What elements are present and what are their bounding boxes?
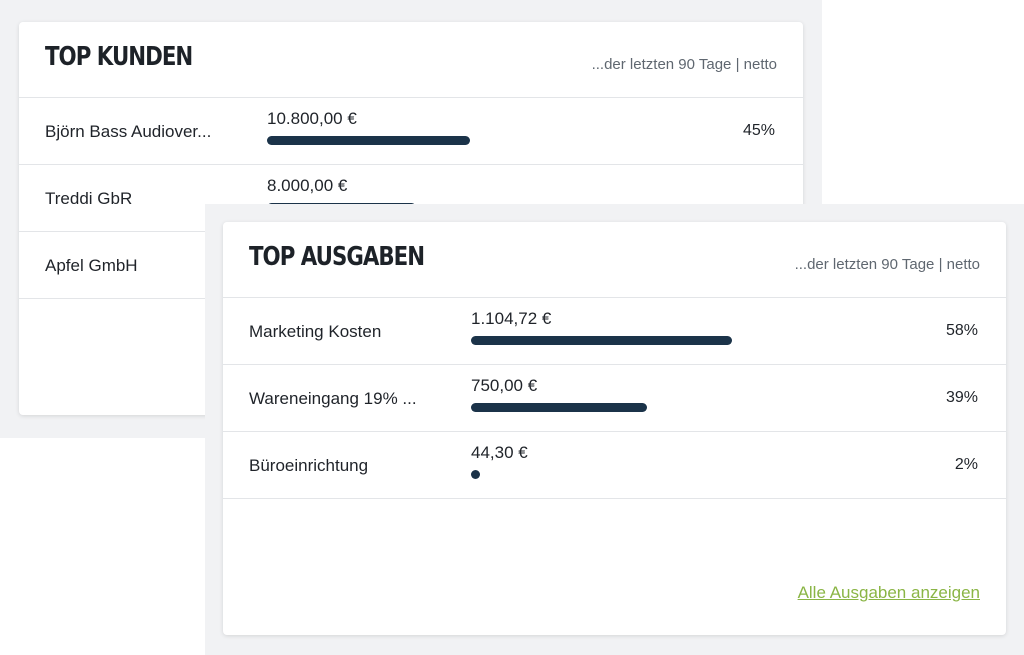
top-ausgaben-subtitle: ...der letzten 90 Tage | netto — [794, 256, 980, 273]
top-kunden-title: TOP KUNDEN — [45, 42, 193, 72]
expense-share-bar — [471, 403, 647, 412]
expense-percent: 58% — [945, 322, 978, 339]
customer-amount: 10.800,00 € — [267, 109, 357, 128]
table-row[interactable]: Wareneingang 19% ... 750,00 € 39% — [223, 365, 1006, 432]
customer-name: Björn Bass Audiover... — [45, 122, 212, 141]
table-row[interactable]: Marketing Kosten 1.104,72 € 58% — [223, 298, 1006, 365]
all-expenses-link[interactable]: Alle Ausgaben anzeigen — [797, 583, 980, 602]
top-kunden-header: TOP KUNDEN ...der letzten 90 Tage | nett… — [19, 22, 803, 98]
customer-amount: 8.000,00 € — [267, 176, 348, 195]
customer-percent: 45% — [742, 122, 775, 139]
customer-name: Apfel GmbH — [45, 256, 138, 275]
top-ausgaben-header: TOP AUSGABEN ...der letzten 90 Tage | ne… — [223, 222, 1006, 298]
expense-name: Wareneingang 19% ... — [249, 389, 417, 408]
top-ausgaben-card: TOP AUSGABEN ...der letzten 90 Tage | ne… — [223, 222, 1006, 635]
top-kunden-subtitle: ...der letzten 90 Tage | netto — [591, 56, 777, 73]
top-ausgaben-title: TOP AUSGABEN — [249, 242, 425, 272]
customer-share-bar — [267, 136, 470, 145]
expense-amount: 750,00 € — [471, 376, 538, 395]
expense-percent: 2% — [954, 456, 978, 473]
expense-share-bar — [471, 470, 480, 479]
expense-name: Marketing Kosten — [249, 322, 382, 341]
expense-percent: 39% — [945, 389, 978, 406]
expense-name: Büroeinrichtung — [249, 456, 369, 475]
expense-share-bar — [471, 336, 732, 345]
table-row[interactable]: Büroeinrichtung 44,30 € 2% — [223, 432, 1006, 499]
table-row[interactable]: Björn Bass Audiover... 10.800,00 € 45% — [19, 98, 803, 165]
expense-amount: 44,30 € — [471, 443, 528, 462]
expense-amount: 1.104,72 € — [471, 309, 552, 328]
customer-name: Treddi GbR — [45, 189, 133, 208]
